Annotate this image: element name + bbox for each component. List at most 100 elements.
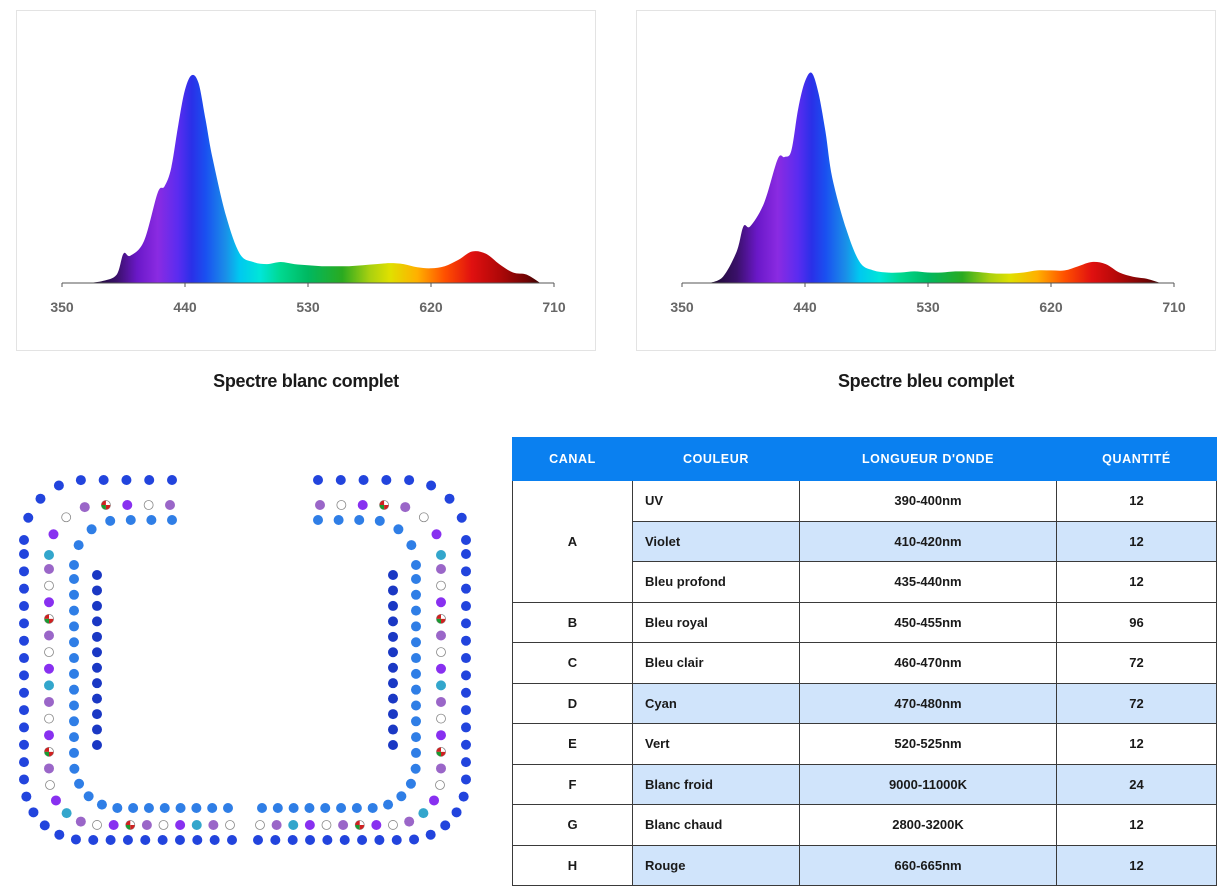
chart-caption-blue: Spectre bleu complet <box>837 371 1015 391</box>
led-dot-royal <box>458 791 469 802</box>
x-tick-label: 620 <box>419 299 443 315</box>
led-dot-royal <box>19 549 29 559</box>
led-dot-red_green <box>44 613 54 624</box>
led-dot-royal <box>19 618 29 629</box>
cell-onde: 9000-11000K <box>799 763 1057 805</box>
led-dot-light <box>175 803 186 813</box>
led-dot-royal <box>19 774 29 785</box>
led-dot-deep <box>92 678 102 689</box>
led-dot-white <box>388 820 398 830</box>
led-dot-royal <box>227 835 237 845</box>
led-dot-royal <box>157 835 168 845</box>
led-dot-royal <box>391 835 402 845</box>
led-dot-royal <box>287 835 298 845</box>
led-dot-royal <box>461 635 471 646</box>
led-dot-light <box>411 653 421 664</box>
cell-onde: 460-470nm <box>799 642 1057 684</box>
led-dot-light <box>69 621 79 632</box>
led-dot-light <box>223 803 233 813</box>
led-dot-light <box>191 803 202 813</box>
led-dot-white <box>44 580 54 591</box>
led-dot-violet <box>44 730 54 741</box>
cell-quantite: 96 <box>1056 601 1217 643</box>
spectrum-chart-white-svg: 350 440 530 620 710 <box>50 74 566 315</box>
led-dot-deep <box>388 585 398 596</box>
led-dot-royal <box>70 834 81 845</box>
spectrum-chart-blue-svg: 350 440 530 620 710 <box>670 72 1186 315</box>
led-dot-white <box>436 647 446 658</box>
led-dot-white <box>92 820 102 830</box>
led-dot-cyan <box>44 680 54 691</box>
led-dot-light <box>69 560 79 570</box>
led-dot-deep <box>388 740 398 750</box>
cell-couleur: Blanc chaud <box>632 804 800 846</box>
led-dot-light <box>69 574 79 584</box>
led-dot-light <box>69 747 79 758</box>
led-dot-light <box>313 515 323 525</box>
led-dot-lavender <box>44 564 54 574</box>
led-dot-royal <box>54 829 65 840</box>
table-row: E Vert 520-525nm 12 <box>512 723 1217 765</box>
led-dot-deep <box>92 570 102 580</box>
header-longueur-onde: LONGUEUR D'ONDE <box>799 437 1057 481</box>
led-dot-royal <box>19 739 29 750</box>
led-dot-light <box>411 700 421 711</box>
led-dot-light <box>167 515 177 525</box>
cell-canal: H <box>512 844 633 886</box>
led-dot-light <box>411 605 421 616</box>
led-dot-royal <box>461 705 471 716</box>
led-dot-royal <box>461 757 471 768</box>
led-dot-royal <box>357 835 368 845</box>
led-dot-royal <box>19 653 29 664</box>
led-dot-deep <box>388 631 398 642</box>
cell-onde: 450-455nm <box>799 601 1057 643</box>
table-row: F Blanc froid 9000-11000K 24 <box>512 763 1217 805</box>
led-dot-lavender <box>208 820 219 830</box>
led-dot-deep <box>388 600 398 611</box>
table-row: G Blanc chaud 2800-3200K 12 <box>512 804 1217 846</box>
led-dot-royal <box>121 475 132 485</box>
led-dot-cyan <box>436 680 446 691</box>
led-dot-light <box>411 668 421 679</box>
table-row: Violet 410-420nm 12 <box>513 520 1217 562</box>
cell-quantite: 12 <box>1056 723 1217 765</box>
led-dot-deep <box>388 616 398 627</box>
cell-canal: A <box>512 480 633 603</box>
cell-couleur: Violet <box>632 520 800 562</box>
led-dot-lavender <box>75 816 86 827</box>
led-dot-royal <box>461 687 471 698</box>
led-dot-lavender <box>79 502 90 513</box>
x-tick-label: 620 <box>1039 299 1063 315</box>
cell-canal: F <box>512 763 633 805</box>
led-dot-white <box>255 820 265 830</box>
cell-quantite: 72 <box>1056 682 1217 724</box>
led-dot-light <box>410 763 421 774</box>
led-dot-light <box>207 803 218 813</box>
cell-canal: E <box>512 723 633 765</box>
table-row: A UV 390-400nm 12 <box>512 480 1217 603</box>
led-dot-light <box>257 803 267 813</box>
led-dot-deep <box>92 724 102 735</box>
led-dot-royal <box>444 493 455 504</box>
led-dot-violet <box>122 500 133 510</box>
led-dot-royal <box>19 705 29 716</box>
spectrum-area <box>89 74 541 283</box>
table-header-row: CANAL COULEUR LONGUEUR D'ONDE QUANTITÉ <box>512 437 1217 481</box>
led-dot-royal <box>461 535 471 545</box>
spectrum-chart-white: 350 440 530 620 710 <box>16 10 596 351</box>
led-dot-royal <box>461 583 471 594</box>
led-dot-light <box>336 803 347 813</box>
led-dot-light <box>393 524 404 535</box>
cell-quantite: 12 <box>1056 844 1217 886</box>
led-dot-cyan <box>418 808 429 819</box>
table-row: B Bleu royal 450-455nm 96 <box>512 601 1217 643</box>
led-dot-light <box>96 799 107 810</box>
spectrum-chart-blue: 350 440 530 620 710 <box>636 10 1216 351</box>
led-dot-violet <box>429 795 440 806</box>
led-dot-lavender <box>141 820 152 830</box>
led-dot-royal <box>358 475 369 485</box>
cell-canal: G <box>512 804 633 846</box>
led-dot-white <box>321 820 332 830</box>
led-dot-violet <box>436 597 446 608</box>
led-dot-royal <box>192 835 203 845</box>
